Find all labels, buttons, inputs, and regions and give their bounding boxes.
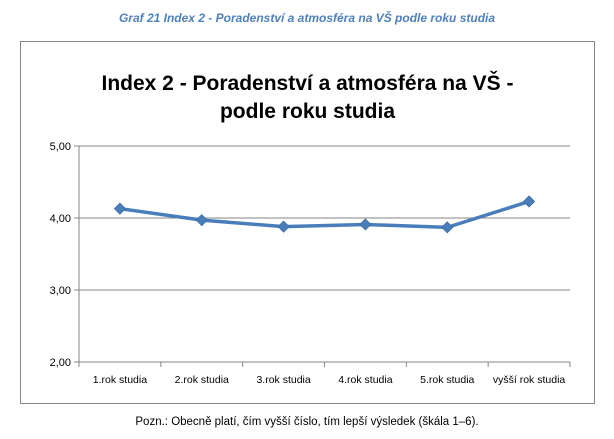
data-point: [441, 221, 454, 234]
data-point: [277, 220, 290, 233]
axes: [74, 145, 571, 367]
series-line: [119, 199, 530, 230]
x-tick-label: vyšší rok studia: [493, 374, 566, 386]
series: [113, 195, 536, 234]
data-point: [359, 218, 372, 231]
chart-title: Index 2 - Poradenství a atmosféra na VŠ …: [21, 70, 594, 126]
footnote: Pozn.: Obecně platí, čím vyšší číslo, tí…: [135, 416, 479, 428]
x-tick-label: 2.rok studia: [175, 374, 229, 386]
x-tick-label: 5.rok studia: [420, 374, 474, 386]
y-tick-label: 2,00: [50, 357, 71, 369]
x-tick-label: 4.rok studia: [338, 374, 392, 386]
chart-title-line-2: podle roku studia: [219, 100, 395, 123]
x-tick-labels: 1.rok studia 2.rok studia 3.rok studia 4.ro…: [93, 374, 566, 386]
chart-area: Index 2 - Poradenství a atmosféra na VŠ …: [20, 41, 595, 404]
y-tick-label: 5,00: [50, 141, 71, 153]
data-point: [113, 202, 126, 215]
y-tick-labels: 2,00 3,00 4,00 5,00: [50, 141, 71, 369]
y-tick-label: 4,00: [50, 213, 71, 225]
line-chart: 2,00 3,00 4,00 5,00 1.rok studia 2.rok studi…: [50, 141, 571, 386]
gridlines: [79, 145, 570, 291]
x-tick-label: 1.rok studia: [93, 374, 147, 386]
figure-caption: Graf 21 Index 2 - Poradenství a atmosfér…: [118, 11, 496, 25]
data-point: [195, 214, 208, 227]
data-point: [523, 195, 536, 208]
chart-title-line-1: Index 2 - Poradenství a atmosféra na VŠ …: [101, 72, 514, 95]
y-tick-label: 3,00: [50, 285, 71, 297]
x-tick-label: 3.rok studia: [256, 374, 310, 386]
